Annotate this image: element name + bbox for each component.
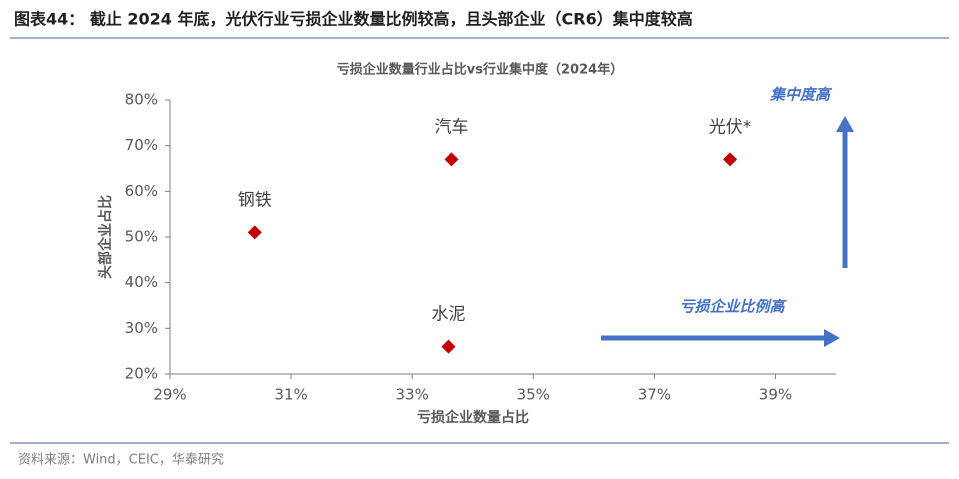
source: 资料来源：Wind，CEIC，华泰研究	[18, 453, 224, 468]
point	[247, 225, 262, 240]
arrow-head	[824, 329, 840, 347]
x-tick-label: 31%	[274, 386, 307, 404]
x-tick-label: 33%	[396, 386, 429, 404]
page-title: 图表44： 截止 2024 年底，光伏行业亏损企业数量比例较高，且头部企业（CR…	[14, 10, 693, 29]
y-tick-label: 70%	[125, 136, 158, 154]
y-tick-label: 30%	[125, 319, 158, 337]
y-axis-label: 头部企业占比	[97, 195, 114, 279]
arrow-head	[836, 116, 854, 132]
y-tick-label: 80%	[125, 91, 158, 109]
point	[444, 152, 459, 167]
y-tick-label: 60%	[125, 182, 158, 200]
y-tick-label: 50%	[125, 228, 158, 246]
chart-title: 亏损企业数量行业占比vs行业集中度（2024年）	[337, 62, 623, 78]
point	[441, 339, 456, 354]
annotation: 集中度高	[769, 86, 833, 104]
x-tick-label: 39%	[759, 386, 792, 404]
y-tick-label: 40%	[125, 273, 158, 291]
point	[723, 152, 738, 167]
x-tick-label: 29%	[153, 386, 186, 404]
x-tick-label: 37%	[638, 386, 671, 404]
x-tick-label: 35%	[517, 386, 550, 404]
point-label: 钢铁	[238, 190, 272, 210]
point-label: 水泥	[432, 305, 466, 325]
point-label: 汽车	[435, 117, 469, 137]
x-axis-label: 亏损企业数量占比	[417, 409, 529, 426]
annotation: 亏损企业比例高	[679, 298, 787, 316]
point-label: 光伏*	[709, 117, 752, 137]
y-tick-label: 20%	[125, 365, 158, 383]
